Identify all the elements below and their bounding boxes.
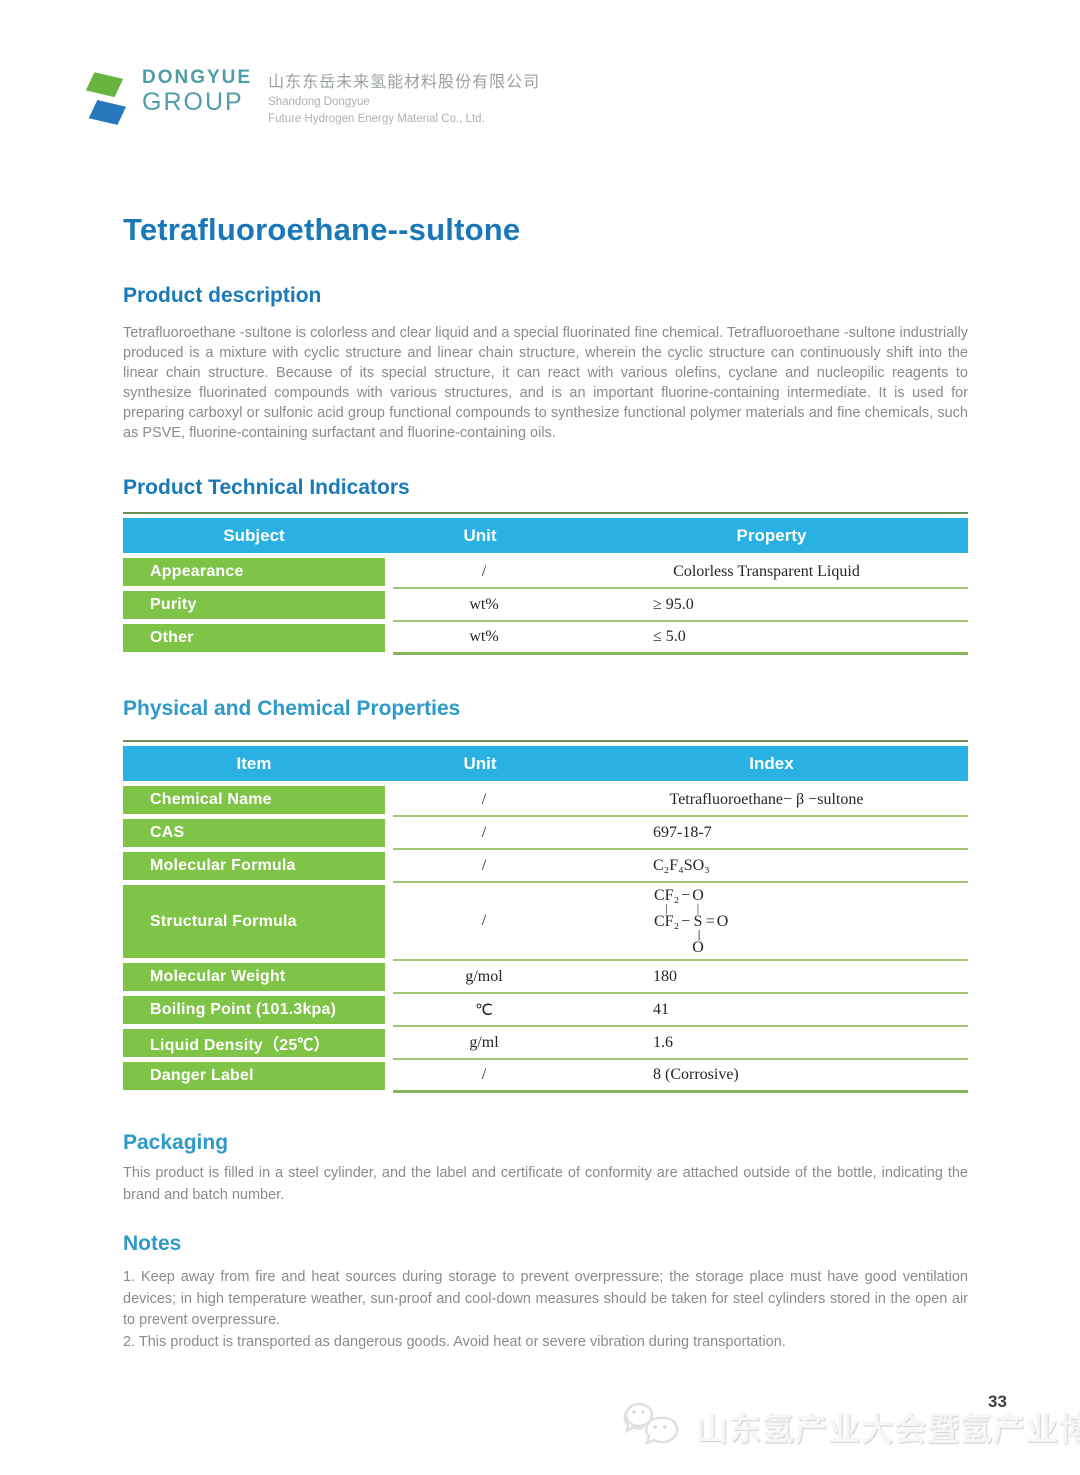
structural-formula-diagram: CF₂ − O | | CF₂ − S = O ||: [653, 887, 729, 956]
brand-header: DONGYUE GROUP 山东东岳未来氢能材料股份有限公司 Shandong …: [82, 68, 540, 130]
sf-mid-bond: −: [681, 913, 691, 930]
row-value: 41: [653, 1000, 669, 1018]
sf-mid-eq: =: [705, 913, 715, 930]
sf-left-vbond: |: [665, 901, 668, 915]
row-unit: /: [481, 912, 487, 929]
company-name-english-line1: Shandong Dongyue: [268, 96, 370, 108]
page-title: Tetrafluoroethane--sultone: [123, 212, 521, 247]
row-unit: g/ml: [469, 1033, 499, 1051]
table-header-row: Subject Unit Property: [123, 518, 968, 553]
table-row: Chemical Name / Tetrafluoroethane− β −su…: [123, 784, 968, 817]
row-value: Colorless Transparent Liquid: [673, 562, 860, 580]
table-row: Purity wt% ≥ 95.0: [123, 589, 968, 622]
row-label: Appearance: [123, 558, 385, 586]
section-heading-packaging: Packaging: [123, 1131, 229, 1154]
row-label: Molecular Weight: [123, 963, 385, 991]
logo-line2: GROUP: [142, 88, 244, 116]
row-label: Molecular Formula: [123, 852, 385, 880]
product-description-text: Tetrafluoroethane -sultone is colorless …: [123, 325, 968, 441]
row-label: Liquid Density（25℃）: [123, 1029, 385, 1057]
table-header-row: Item Unit Index: [123, 746, 968, 781]
row-unit: g/mol: [465, 967, 503, 985]
section-heading-technical-indicators: Product Technical Indicators: [123, 476, 410, 499]
packaging-text: This product is filled in a steel cylind…: [123, 1165, 968, 1203]
wechat-icon: [623, 1402, 679, 1446]
table-body: Appearance / Colorless Transparent Liqui…: [123, 556, 968, 655]
table-row: Molecular Formula / C₂F₄SO₃: [123, 850, 968, 883]
sf-mid-left: CF₂: [654, 913, 680, 930]
sf-mid-s: S: [693, 913, 703, 930]
section-heading-product-description: Product description: [123, 284, 322, 307]
row-unit: /: [481, 562, 487, 580]
row-label: Other: [123, 624, 385, 652]
table-row: Molecular Weight g/mol 180: [123, 961, 968, 994]
row-unit: /: [481, 823, 487, 841]
note-item-2: 2. This product is transported as danger…: [123, 1333, 786, 1350]
logo-wordmark: DONGYUE GROUP: [142, 68, 252, 115]
row-value: ≥ 95.0: [653, 595, 694, 613]
table-row: Appearance / Colorless Transparent Liqui…: [123, 556, 968, 589]
section-heading-physical-chemical: Physical and Chemical Properties: [123, 697, 461, 720]
notes-list: 1. Keep away from fire and heat sources …: [123, 1267, 968, 1353]
logo-line1: DONGYUE: [142, 67, 253, 88]
row-value: 8 (Corrosive): [653, 1066, 739, 1083]
row-label: Structural Formula: [123, 885, 385, 958]
row-label: Boiling Point (101.3kpa): [123, 996, 385, 1024]
table-row: Boiling Point (101.3kpa) ℃ 41: [123, 994, 968, 1027]
table-row-structural-formula: Structural Formula / CF₂ − O | | CF₂: [123, 883, 968, 961]
row-unit: ℃: [475, 1001, 493, 1019]
row-label: Danger Label: [123, 1062, 385, 1090]
sf-mid-o: O: [716, 913, 729, 930]
table-top-border: [123, 512, 968, 514]
row-unit: /: [481, 1066, 487, 1083]
table-row: Other wt% ≤ 5.0: [123, 622, 968, 655]
company-name-english-line2: Future Hydrogen Energy Material Co., Ltd…: [268, 113, 485, 126]
row-value: ≤ 5.0: [653, 628, 686, 645]
row-unit: /: [481, 790, 487, 808]
table-row: Liquid Density（25℃） g/ml 1.6: [123, 1027, 968, 1060]
main-content: Tetrafluoroethane--sultone Product descr…: [123, 212, 968, 1353]
table-row: CAS / 697-18-7: [123, 817, 968, 850]
company-name-block: 山东东岳未来氢能材料股份有限公司 Shandong Dongyue Future…: [268, 68, 540, 127]
sf-right-vbond: |: [696, 901, 700, 915]
column-header-unit: Unit: [463, 753, 497, 773]
footer-watermark: 山东氢产业大会暨氢产业博览会: [622, 1398, 1080, 1456]
column-header-index: Index: [749, 753, 794, 773]
note-item-1: 1. Keep away from fire and heat sources …: [123, 1269, 968, 1328]
column-header-unit: Unit: [463, 525, 497, 545]
watermark-text: 山东氢产业大会暨氢产业博览会: [696, 1411, 1080, 1447]
sf-top-left: CF₂: [654, 887, 680, 904]
row-unit: /: [481, 856, 487, 874]
sf-top-bond: −: [681, 887, 691, 904]
technical-indicators-table: Subject Unit Property Appearance / Color…: [123, 512, 968, 655]
sf-double-bond: ||: [691, 928, 705, 940]
row-label: CAS: [123, 819, 385, 847]
sf-top-right: O: [692, 887, 704, 904]
table-row: Danger Label / 8 (Corrosive): [123, 1060, 968, 1093]
dongyue-logo-icon: [85, 72, 127, 125]
row-label: Purity: [123, 591, 385, 619]
table-top-border: [123, 740, 968, 742]
row-value: 1.6: [653, 1033, 673, 1051]
table-body: Chemical Name / Tetrafluoroethane− β −su…: [123, 784, 968, 1093]
row-unit: wt%: [469, 595, 499, 613]
row-value: 180: [653, 967, 677, 985]
column-header-item: Item: [236, 753, 272, 773]
row-label: Chemical Name: [123, 786, 385, 814]
sf-bottom-o: O: [692, 939, 704, 956]
row-value: 697-18-7: [653, 823, 712, 841]
page-number: 33: [988, 1392, 1007, 1411]
row-value: C₂F₄SO₃: [653, 856, 710, 874]
section-heading-notes: Notes: [123, 1232, 182, 1255]
column-header-subject: Subject: [223, 525, 285, 545]
row-value: Tetrafluoroethane− β −sultone: [669, 790, 864, 808]
physical-chemical-table: Item Unit Index Chemical Name / Tetraflu…: [123, 740, 968, 1093]
company-name-chinese: 山东东岳未来氢能材料股份有限公司: [268, 74, 541, 91]
column-header-property: Property: [736, 525, 807, 545]
row-unit: wt%: [469, 628, 499, 645]
